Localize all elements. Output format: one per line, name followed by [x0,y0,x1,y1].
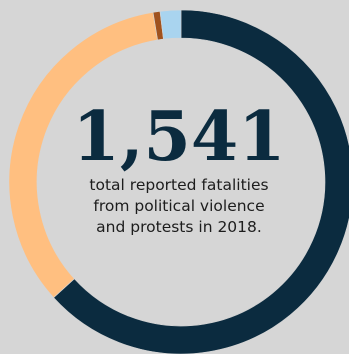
fatalities-caption: total reported fatalities from political… [44,175,314,238]
donut-slice-4 [159,9,182,40]
caption-line-3: and protests in 2018. [96,218,262,236]
caption-line-1: total reported fatalities [89,176,269,194]
fatalities-total: 1,541 [72,97,286,177]
center-label: 1,541 total reported fatalities from pol… [44,100,314,238]
donut-slice-1 [53,9,349,354]
caption-line-2: from political violence [93,197,265,215]
